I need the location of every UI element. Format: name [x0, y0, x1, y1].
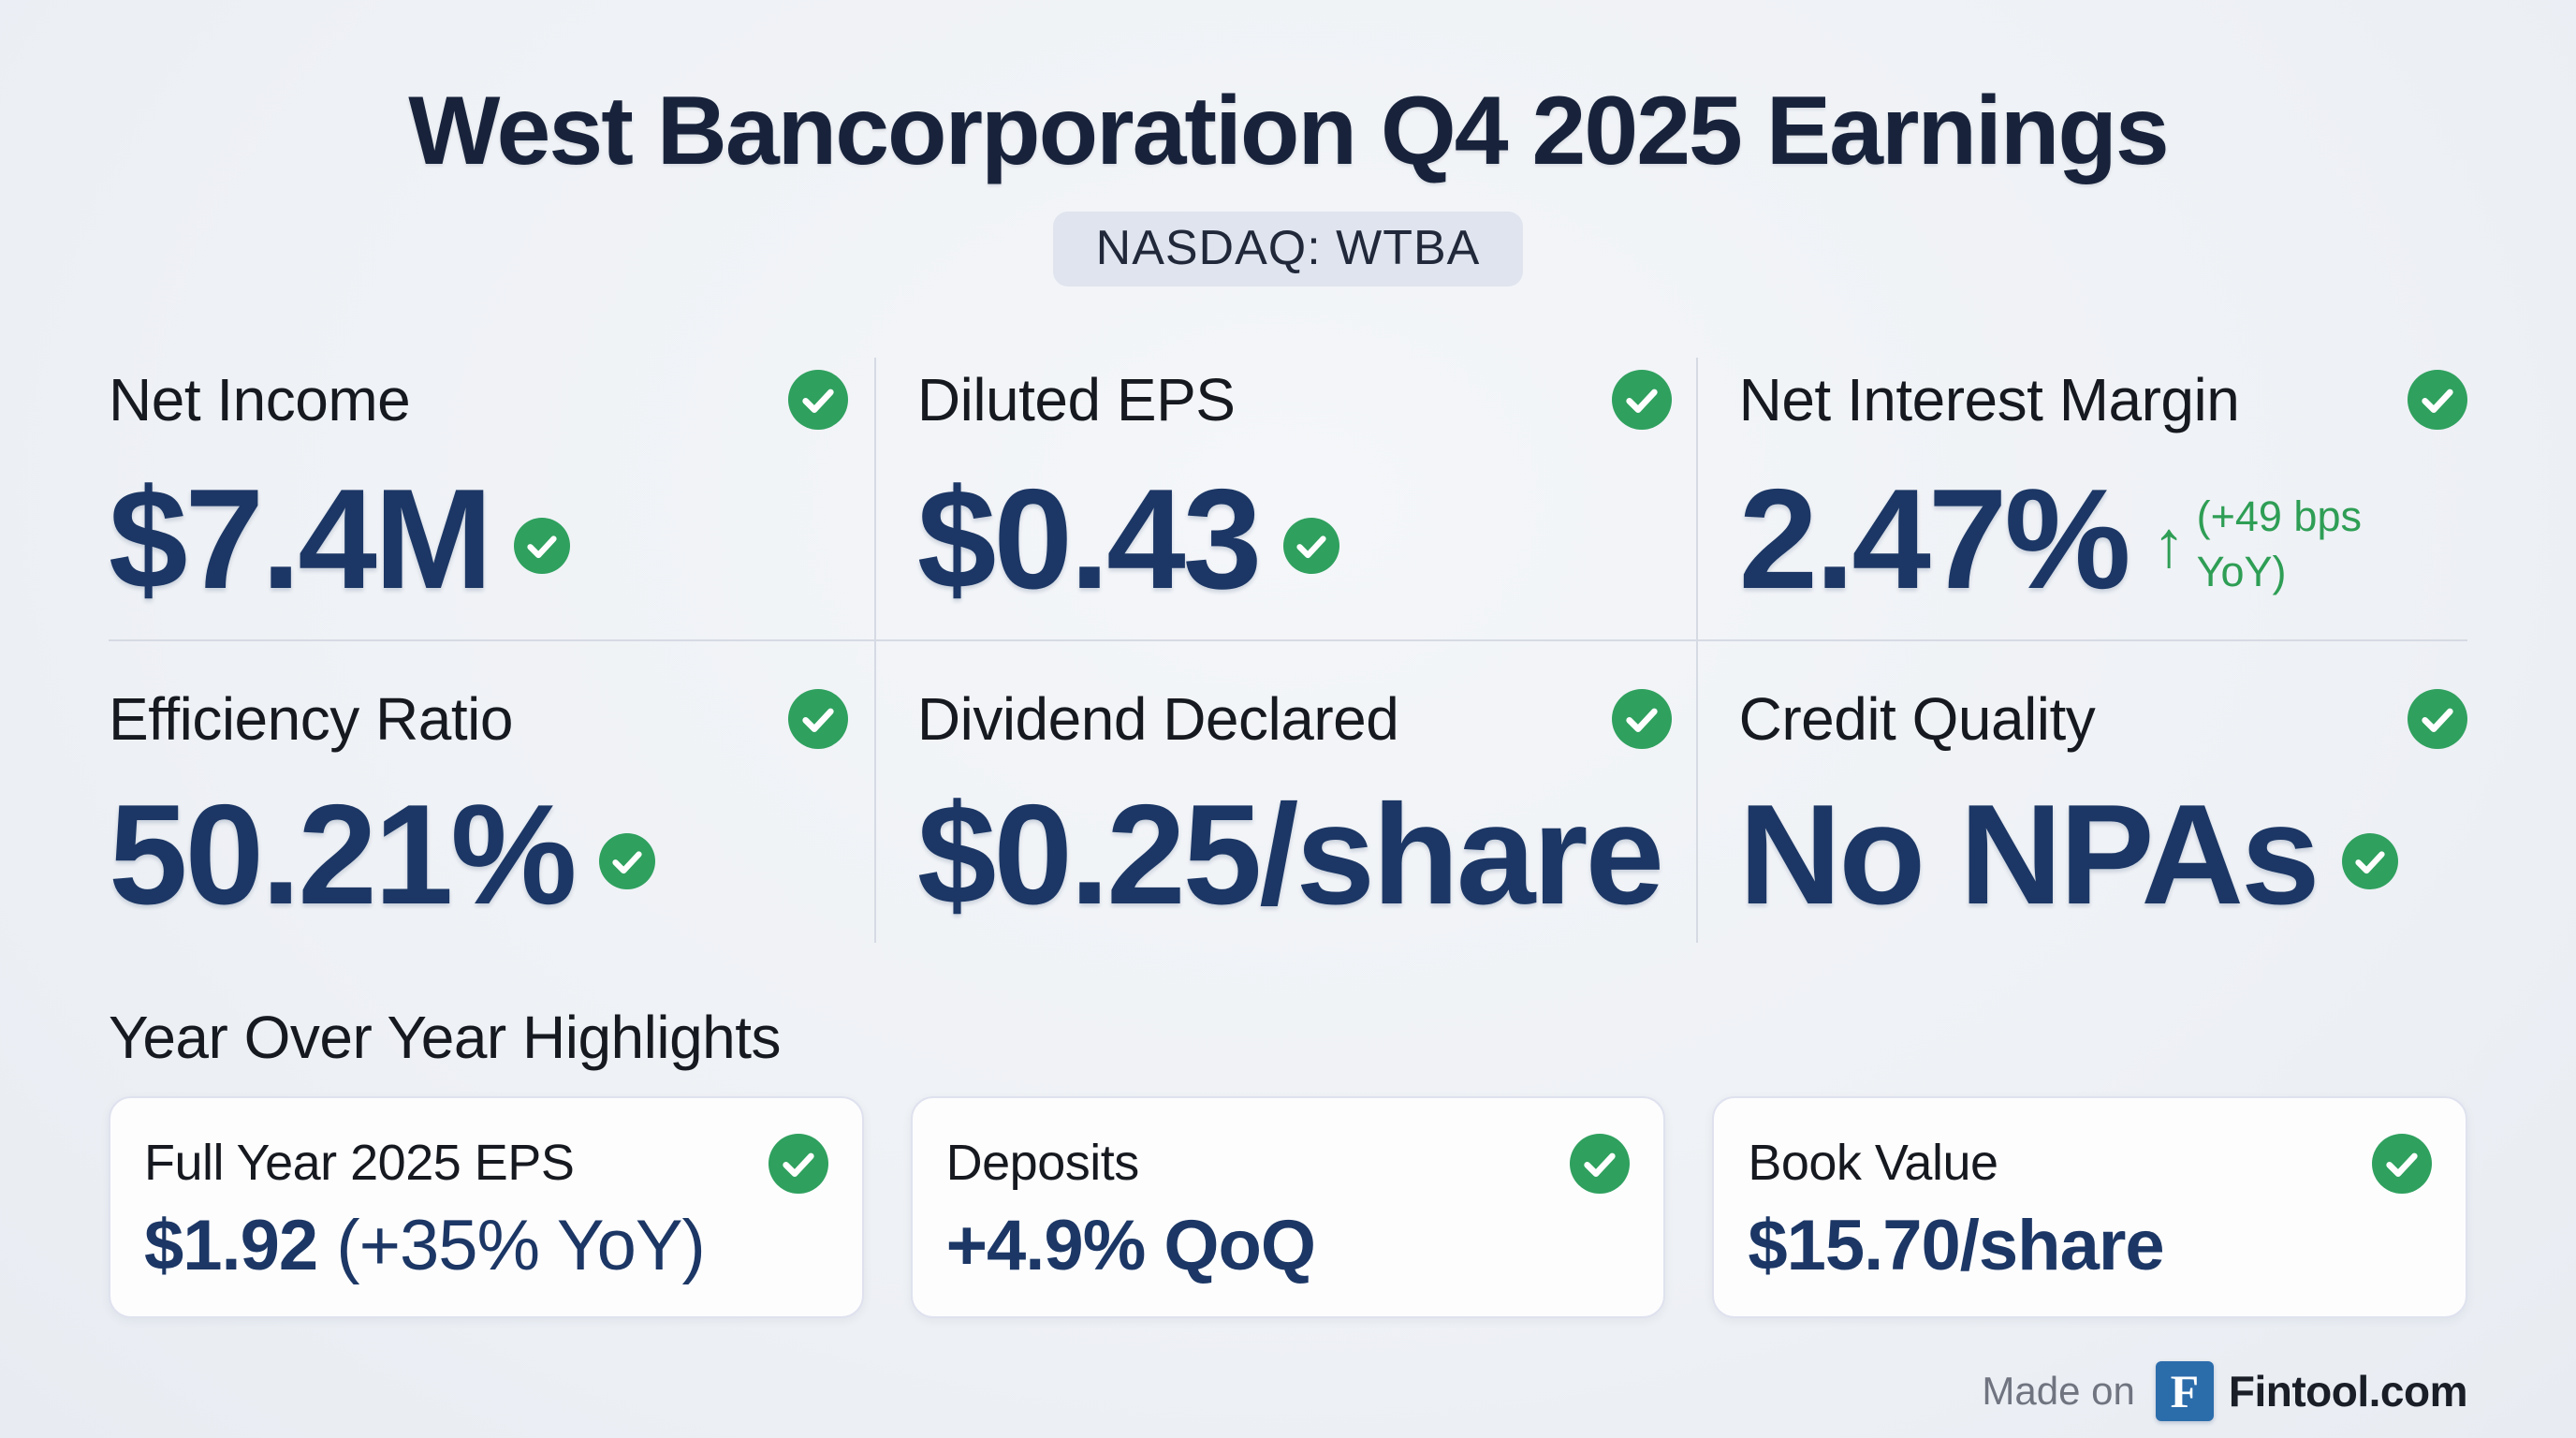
page-title: West Bancorporation Q4 2025 Earnings: [408, 77, 2170, 185]
card-value: $15.70/share: [1748, 1209, 2432, 1284]
metric-efficiency-ratio: Efficiency Ratio 50.21%: [109, 640, 876, 943]
metric-value: $0.43: [916, 460, 1262, 620]
metric-header: Net Income: [109, 365, 848, 433]
metric-label: Net Interest Margin: [1738, 365, 2240, 433]
card-deposits: Deposits +4.9% QoQ: [910, 1096, 1666, 1319]
metric-value-row: $7.4M: [109, 468, 848, 610]
card-header: Deposits: [945, 1134, 1631, 1195]
card-value: +4.9% QoQ: [946, 1209, 1631, 1284]
metric-label: Credit Quality: [1738, 684, 2096, 753]
metric-value: $0.25/share: [916, 775, 1664, 935]
metrics-grid: Net Income $7.4M Diluted EPS $0.43 Net I…: [109, 357, 2467, 943]
card-value-main: +4.9% QoQ: [945, 1206, 1316, 1286]
metric-value: 50.21%: [109, 775, 578, 935]
check-circle-icon: [2372, 1134, 2432, 1195]
check-circle-icon: [768, 1134, 828, 1195]
card-value-main: $15.70/share: [1748, 1206, 2164, 1286]
metric-value-row: No NPAs: [1739, 784, 2467, 926]
yoy-change-annotation: ↑ (+49 bps YoY): [2153, 489, 2362, 600]
metric-value: No NPAs: [1738, 775, 2320, 935]
ticker-badge: NASDAQ: WTBA: [1052, 212, 1524, 286]
check-circle-icon: [2408, 369, 2467, 430]
card-label: Full Year 2025 EPS: [144, 1135, 575, 1192]
card-header: Full Year 2025 EPS: [144, 1134, 828, 1195]
metric-header: Net Interest Margin: [1738, 365, 2467, 433]
metric-header: Diluted EPS: [916, 365, 1672, 433]
metric-value: $7.4M: [109, 460, 492, 620]
fintool-brand-text: Fintool.com: [2228, 1367, 2468, 1416]
check-circle-icon: [1611, 369, 1672, 430]
card-full-year-eps: Full Year 2025 EPS $1.92 (+35% YoY): [109, 1096, 864, 1319]
card-label: Deposits: [945, 1135, 1140, 1192]
yoy-change-line2: YoY): [2196, 548, 2287, 596]
metric-label: Dividend Declared: [916, 684, 1399, 753]
metric-label: Diluted EPS: [916, 365, 1236, 433]
metric-diluted-eps: Diluted EPS $0.43: [875, 357, 1698, 641]
highlights-cards: Full Year 2025 EPS $1.92 (+35% YoY) Depo…: [109, 1096, 2467, 1319]
metric-dividend-declared: Dividend Declared $0.25/share: [876, 640, 1698, 943]
check-circle-icon: [514, 518, 571, 575]
metric-label: Net Income: [109, 365, 411, 433]
metric-value: 2.47%: [1738, 460, 2131, 620]
check-circle-icon: [598, 833, 655, 890]
metric-header: Credit Quality: [1738, 684, 2467, 753]
metric-value-row: 2.47% ↑ (+49 bps YoY): [1739, 468, 2467, 610]
metric-credit-quality: Credit Quality No NPAs: [1698, 641, 2467, 943]
up-arrow-icon: ↑: [2152, 507, 2186, 581]
fintool-logo-icon: F: [2155, 1361, 2214, 1422]
yoy-change-line1: (+49 bps: [2196, 492, 2362, 540]
footer-branding: Made on F Fintool.com: [109, 1361, 2468, 1422]
card-value: $1.92 (+35% YoY): [144, 1209, 828, 1284]
yoy-change-text: (+49 bps YoY): [2197, 489, 2362, 600]
card-header: Book Value: [1748, 1134, 2432, 1195]
card-value-main: $1.92: [144, 1206, 318, 1286]
check-circle-icon: [2408, 688, 2467, 749]
highlights-heading: Year Over Year Highlights: [109, 1003, 782, 1071]
metric-net-income: Net Income $7.4M: [109, 357, 876, 641]
check-circle-icon: [787, 688, 848, 749]
check-circle-icon: [1283, 518, 1340, 575]
card-book-value: Book Value $15.70/share: [1712, 1096, 2467, 1319]
check-circle-icon: [1570, 1134, 1631, 1195]
metric-header: Efficiency Ratio: [109, 684, 848, 753]
metric-label: Efficiency Ratio: [109, 684, 513, 753]
check-circle-icon: [1611, 688, 1672, 749]
metric-net-interest-margin: Net Interest Margin 2.47% ↑ (+49 bps YoY…: [1697, 358, 2467, 641]
metric-value-row: $0.25/share: [917, 784, 1672, 926]
card-label: Book Value: [1748, 1135, 1998, 1192]
check-circle-icon: [787, 369, 848, 430]
metric-header: Dividend Declared: [916, 684, 1672, 753]
metric-value-row: 50.21%: [109, 784, 848, 926]
ticker-badge-row: NASDAQ: WTBA: [109, 212, 2467, 286]
metric-value-row: $0.43: [917, 468, 1672, 610]
check-circle-icon: [2341, 833, 2398, 890]
made-on-text: Made on: [1982, 1369, 2135, 1414]
card-value-suffix: (+35% YoY): [317, 1206, 706, 1286]
